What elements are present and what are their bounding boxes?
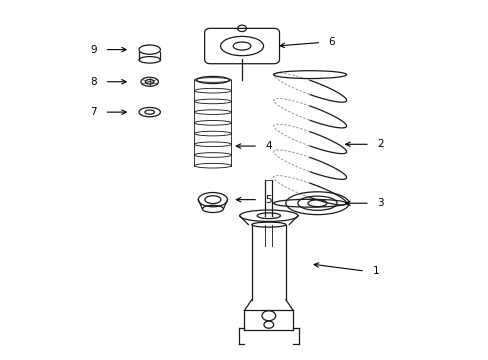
Text: 9: 9 <box>90 45 97 55</box>
Text: 5: 5 <box>265 195 271 204</box>
Text: 4: 4 <box>265 141 271 151</box>
Text: 2: 2 <box>377 139 383 149</box>
Text: 6: 6 <box>328 37 335 48</box>
Text: 7: 7 <box>90 107 97 117</box>
Text: 8: 8 <box>90 77 97 87</box>
Text: 3: 3 <box>377 198 383 208</box>
Text: 1: 1 <box>372 266 378 276</box>
